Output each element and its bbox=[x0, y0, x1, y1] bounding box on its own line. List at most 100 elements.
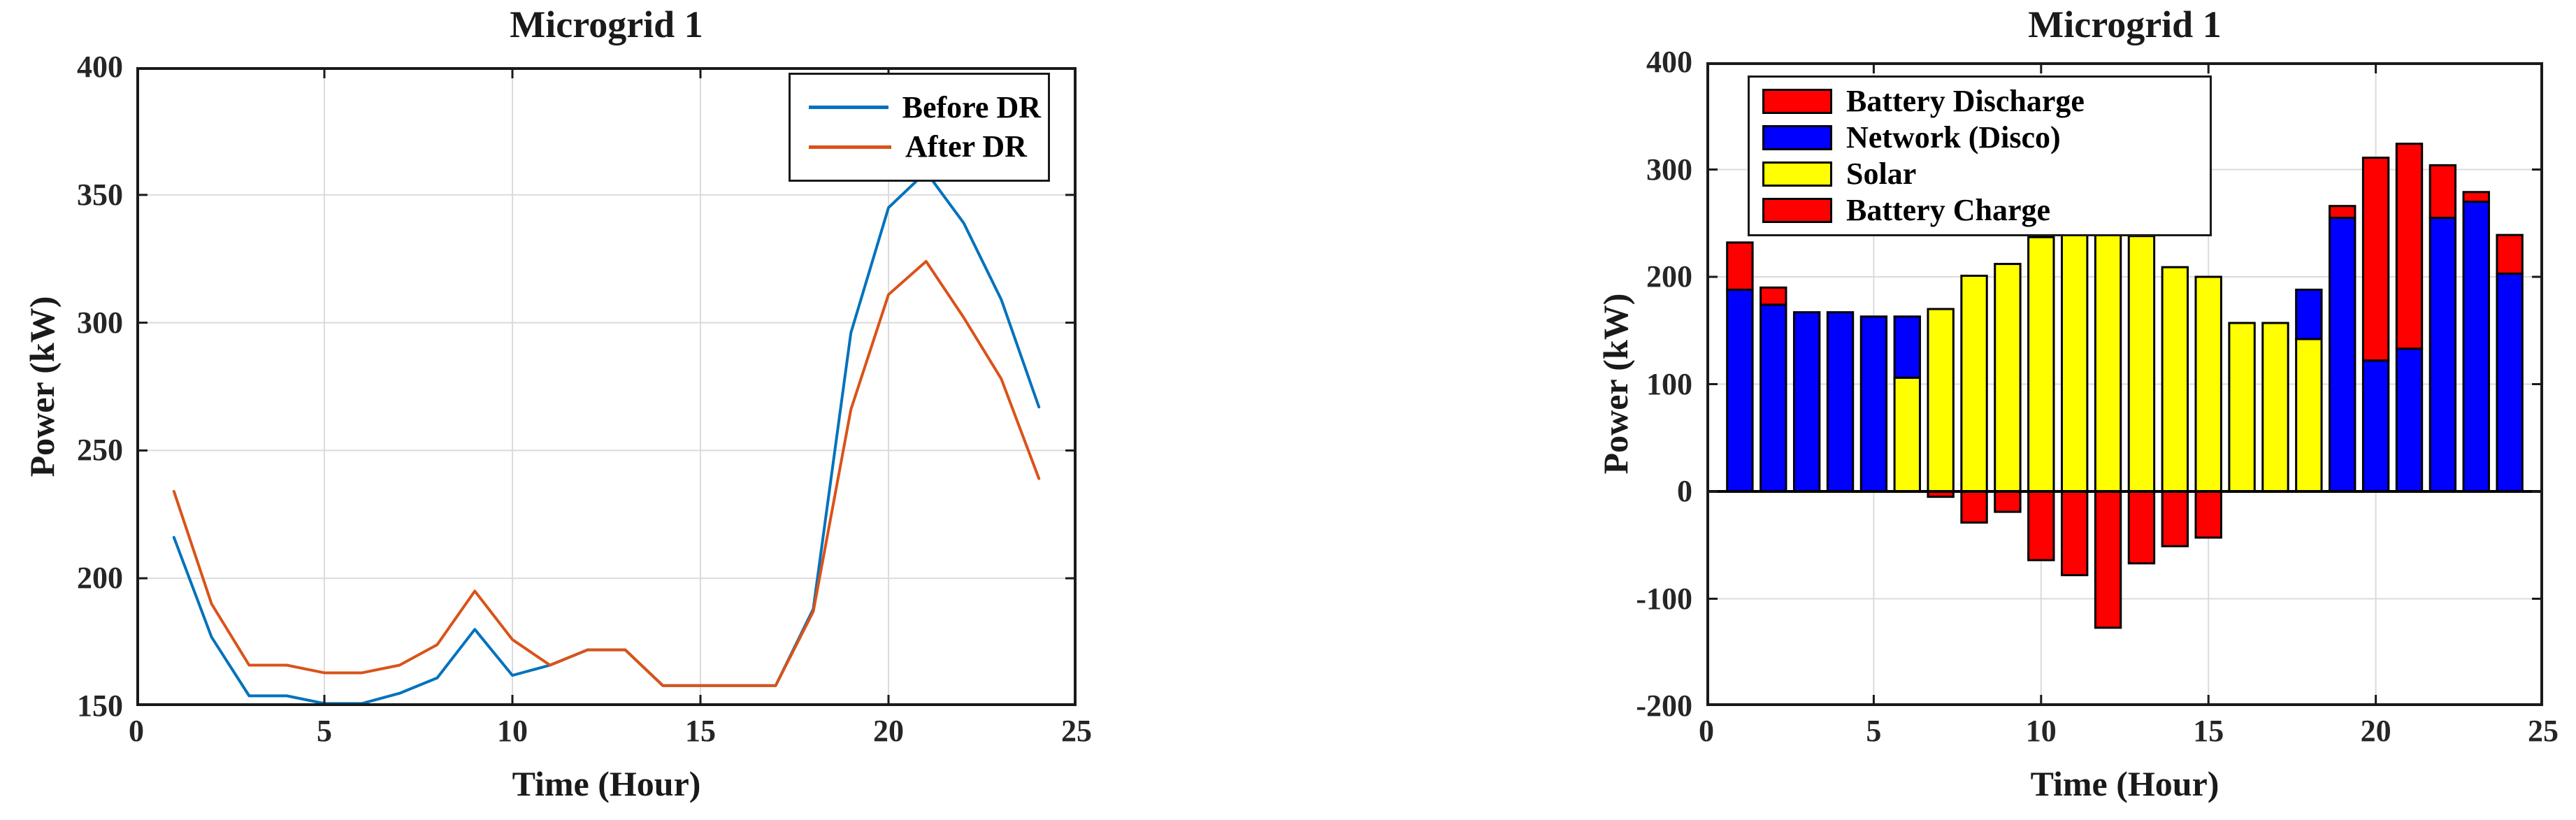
x-axis-label: Time (Hour) bbox=[512, 764, 701, 803]
x-tick-label: 5 bbox=[1866, 714, 1882, 748]
bar-segment bbox=[2295, 288, 2323, 340]
bar-segment bbox=[1960, 490, 1988, 524]
bar-segment bbox=[2429, 164, 2457, 220]
legend-label: Battery Discharge bbox=[1846, 83, 2085, 118]
x-tick-label: 25 bbox=[2528, 714, 2559, 748]
bar-segment bbox=[2228, 322, 2256, 493]
bar-segment bbox=[2395, 347, 2424, 493]
bar-segment bbox=[2361, 157, 2390, 362]
legend-swatch-box bbox=[1762, 161, 1832, 187]
bar-segment bbox=[2395, 143, 2424, 350]
y-tick-label: 200 bbox=[1646, 259, 1692, 294]
bar-segment bbox=[1893, 376, 1921, 493]
x-tick-labels: 0 5 10 15 20 25 bbox=[129, 714, 1092, 758]
bar-segment bbox=[2094, 490, 2122, 629]
axes-box bbox=[136, 67, 1077, 706]
bar-segment bbox=[2462, 191, 2490, 203]
bar-segment bbox=[1792, 311, 1821, 493]
bar-segment bbox=[2429, 217, 2457, 493]
y-tick-label: 150 bbox=[77, 689, 123, 723]
legend-label: Solar bbox=[1846, 157, 1917, 191]
y-tick-label: 350 bbox=[77, 177, 123, 212]
y-tick-label: 400 bbox=[1646, 45, 1692, 79]
x-tick-label: 0 bbox=[129, 714, 144, 748]
bar-segment bbox=[1994, 263, 2022, 493]
bar-segment bbox=[2462, 201, 2490, 493]
line-chart-panel: Microgrid 1 Power (kW) 150 200 250 300 350 40… bbox=[11, 3, 1092, 803]
y-tick-labels: -200 -100 0 100 200 300 400 bbox=[1581, 47, 1692, 721]
bar-segment bbox=[2194, 275, 2222, 493]
bar-segment bbox=[1760, 303, 1787, 493]
x-tick-label: 10 bbox=[497, 714, 528, 748]
bar-segment bbox=[2027, 236, 2055, 493]
line-series-1 bbox=[172, 259, 1041, 687]
legend-swatch-box bbox=[1762, 198, 1832, 224]
x-tick-label: 25 bbox=[1061, 714, 1092, 748]
bar-segment bbox=[1960, 274, 1988, 493]
plot-area bbox=[1705, 61, 2545, 707]
stacked-bar-svg bbox=[1705, 61, 2545, 707]
bar-segment bbox=[1760, 286, 1787, 306]
x-tick-label: 20 bbox=[2360, 714, 2391, 748]
line-series-0 bbox=[172, 170, 1041, 705]
legend-label: Before DR bbox=[902, 89, 1041, 124]
x-tick-label: 5 bbox=[317, 714, 332, 748]
bar-segment bbox=[2329, 205, 2356, 220]
y-tick-label: 200 bbox=[77, 561, 123, 596]
bar-segment bbox=[2194, 490, 2222, 539]
chart-title: Microgrid 1 bbox=[2028, 3, 2222, 45]
bar-segment bbox=[2261, 322, 2289, 493]
x-axis-label: Time (Hour) bbox=[2030, 764, 2219, 803]
legend-swatch-box bbox=[1762, 88, 1832, 114]
y-tick-label: -100 bbox=[1636, 581, 1692, 616]
bar-segment bbox=[2127, 490, 2156, 565]
legend: Battery Discharge Network (Disco) Solar Bat… bbox=[1748, 75, 2212, 236]
bar-segment bbox=[2161, 490, 2189, 547]
bar-segment bbox=[2127, 235, 2156, 493]
bar-segment bbox=[2496, 272, 2524, 493]
y-tick-label: 400 bbox=[77, 50, 123, 84]
legend-item: Solar bbox=[1762, 157, 2203, 191]
legend-item: Network (Disco) bbox=[1762, 120, 2203, 154]
bar-segment bbox=[2295, 338, 2323, 493]
y-tick-label: -200 bbox=[1636, 689, 1692, 723]
legend-item: Battery Charge bbox=[1762, 194, 2203, 226]
bar-segment bbox=[2329, 217, 2356, 493]
y-tick-label: 250 bbox=[77, 433, 123, 468]
y-tick-label: 0 bbox=[1677, 474, 1692, 508]
bar-segment bbox=[1859, 315, 1888, 493]
bar-chart-panel: Microgrid 1 Power (kW) -200 -100 0 100 200 30… bbox=[1288, 0, 2576, 820]
bar-segment bbox=[1994, 490, 2022, 513]
legend-item: Battery Discharge bbox=[1762, 85, 2203, 117]
bar-segment bbox=[2027, 490, 2055, 561]
bar-segment bbox=[1726, 241, 1754, 291]
y-tick-label: 300 bbox=[1646, 152, 1692, 187]
legend-item: Before DR bbox=[809, 89, 1041, 124]
legend: Before DR After DR bbox=[789, 73, 1050, 182]
x-tick-label: 0 bbox=[1699, 714, 1714, 748]
bar-segment bbox=[1927, 308, 1955, 493]
x-tick-label: 10 bbox=[2025, 714, 2057, 748]
line-svg bbox=[135, 66, 1078, 707]
bar-segment bbox=[2361, 359, 2390, 493]
bar-segment bbox=[1826, 311, 1855, 493]
legend-swatch-line bbox=[809, 145, 891, 149]
x-tick-label: 15 bbox=[685, 714, 716, 748]
legend-item: After DR bbox=[809, 129, 1041, 164]
bar-segment bbox=[2060, 231, 2089, 493]
chart-title: Microgrid 1 bbox=[510, 3, 703, 45]
x-tick-label: 15 bbox=[2193, 714, 2224, 748]
bar-segment bbox=[2496, 233, 2524, 275]
x-tick-label: 20 bbox=[873, 714, 904, 748]
bar-segment bbox=[2161, 266, 2189, 493]
bar-segment bbox=[1893, 315, 1921, 379]
y-tick-labels: 150 200 250 300 350 400 bbox=[11, 52, 123, 721]
bar-segment bbox=[1726, 288, 1754, 493]
legend-label: Battery Charge bbox=[1846, 193, 2051, 228]
y-tick-label: 300 bbox=[77, 305, 123, 340]
bar-segment bbox=[2060, 490, 2089, 577]
legend-label: Network (Disco) bbox=[1846, 120, 2061, 154]
y-tick-label: 100 bbox=[1646, 366, 1692, 401]
legend-label: After DR bbox=[905, 129, 1027, 164]
